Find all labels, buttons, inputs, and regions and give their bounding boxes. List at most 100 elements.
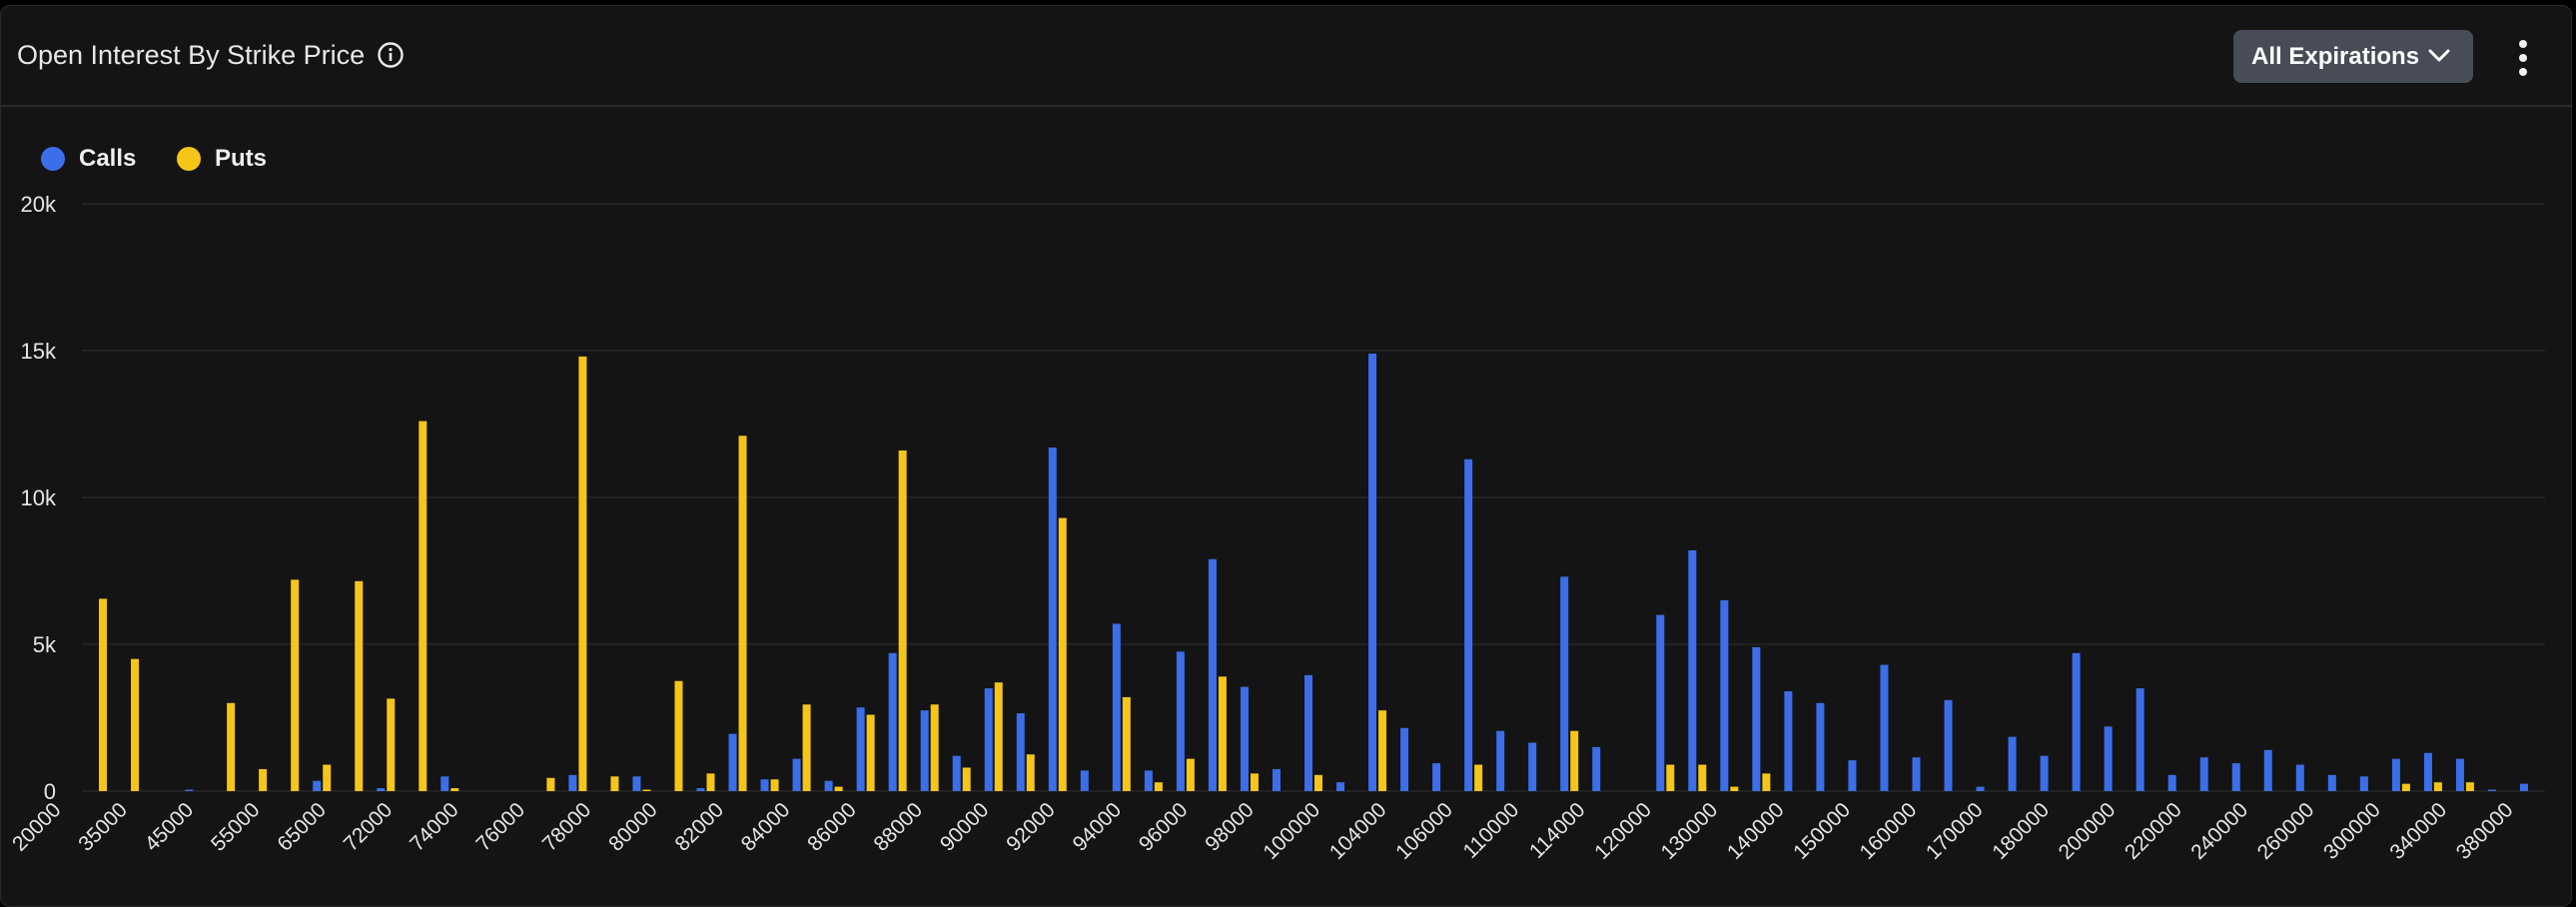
bar-puts [1250,773,1259,791]
x-tick-label: 200000 [2055,798,2121,864]
legend-dot-puts [177,147,201,171]
bar-calls [1496,730,1505,791]
x-tick-label: 300000 [2319,798,2385,864]
bar-puts [866,714,875,791]
bar-puts [1026,754,1035,791]
bar-puts [131,658,140,791]
x-tick-label: 170000 [1922,798,1988,864]
bar-calls [2263,749,2272,791]
page-title: Open Interest By Strike Price [17,40,366,70]
bar-calls [1816,702,1825,791]
bar-calls [1016,713,1025,791]
legend-label-puts: Puts [215,145,268,172]
bar-calls [1784,691,1793,791]
bar-calls [2104,726,2113,791]
x-tick-label: 104000 [1325,798,1391,864]
bar-puts [1378,710,1387,791]
x-tick-label: 84000 [737,798,795,856]
bar-calls [1880,664,1889,791]
legend-item-puts[interactable]: Puts [177,145,267,173]
x-tick-label: 160000 [1856,798,1922,864]
x-tick-label: 130000 [1657,798,1723,864]
bar-puts [2401,783,2410,791]
x-tick-label: 72000 [340,798,398,856]
bar-calls [1080,770,1089,791]
x-tick-label: 76000 [471,798,529,856]
bar-calls [1303,674,1312,791]
bar-calls [2295,764,2304,791]
x-tick-label: 94000 [1069,798,1127,856]
y-tick-label: 10k [21,485,57,510]
x-tick-label: 100000 [1259,798,1324,864]
x-tick-label: 98000 [1201,798,1259,856]
x-tick-label: 90000 [936,798,994,856]
x-tick-label: 86000 [803,798,861,856]
bar-calls [1848,760,1857,791]
bar-calls [1464,458,1473,791]
y-tick-label: 20k [21,192,57,217]
bar-puts [1186,758,1195,791]
x-tick-label: 78000 [538,798,596,856]
bar-calls [1176,651,1185,791]
bar-calls [632,776,641,791]
expiration-dropdown[interactable]: All Expirations [2233,30,2473,83]
bar-puts [738,436,747,791]
x-tick-label: 220000 [2121,798,2186,864]
bar-calls [2423,752,2432,791]
bar-calls [2519,783,2528,791]
panel-header: Open Interest By Strike Price All Expira… [1,6,2571,107]
x-tick-label: 55000 [207,798,265,856]
bar-puts [994,682,1003,791]
legend-item-calls[interactable]: Calls [41,145,136,173]
bar-calls [2455,758,2464,791]
bar-calls [185,789,194,791]
bar-puts [1730,786,1739,791]
x-tick-label: 96000 [1135,798,1193,856]
x-tick-label: 45000 [141,798,199,856]
bar-calls [920,710,929,791]
bar-puts [898,450,907,791]
bar-calls [377,788,386,791]
bar-calls [1400,727,1409,791]
bar-puts [2433,782,2442,791]
x-tick-label: 340000 [2385,798,2451,864]
expiration-dropdown-label: All Expirations [2251,43,2420,70]
bar-calls [2072,652,2081,791]
bar-calls [1752,646,1761,791]
bar-puts [355,580,364,791]
bar-calls [2231,763,2240,791]
info-icon[interactable] [377,41,405,69]
bar-puts [706,773,715,791]
bar-calls [1048,448,1057,791]
bar-puts [99,598,108,791]
more-options-icon[interactable] [2510,36,2536,80]
bar-calls [1976,786,1985,791]
bar-puts [259,768,268,791]
x-tick-label: 35000 [74,798,132,856]
bar-calls [1528,742,1537,791]
bar-calls [313,780,322,791]
bar-calls [1656,614,1665,791]
bar-puts [770,779,779,791]
bar-calls [440,776,449,791]
bar-puts [1058,517,1067,791]
x-tick-label: 106000 [1391,798,1457,864]
bar-calls [2359,776,2368,791]
bar-calls [1336,782,1345,791]
bar-puts [610,776,619,791]
x-tick-label: 65000 [273,798,331,856]
x-tick-label: 180000 [1988,798,2054,864]
bar-puts [1698,764,1707,791]
bar-calls [2008,736,2017,791]
bar-puts [930,704,939,791]
chevron-down-icon [2428,49,2450,62]
x-tick-label: 74000 [406,798,463,856]
bar-puts [1314,774,1323,791]
bar-calls [1144,770,1153,791]
bar-puts [578,356,587,791]
x-tick-label: 20000 [8,798,66,856]
bar-calls [1368,353,1377,791]
bar-puts [546,777,555,791]
bar-puts [834,786,843,791]
